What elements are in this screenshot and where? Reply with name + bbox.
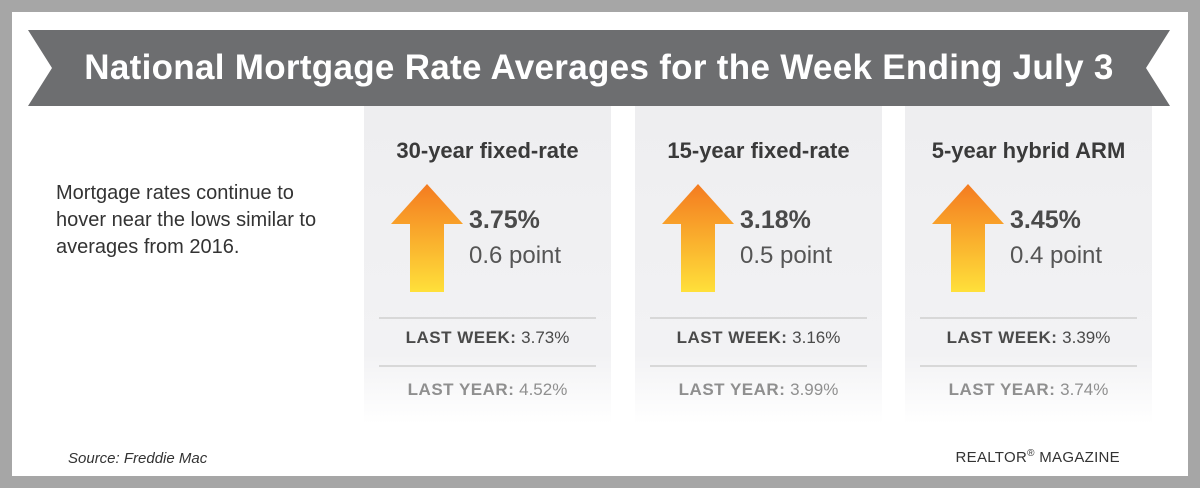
rate-card-15-year: 15-year fixed-rate 3.18% 0.5 point LAST … [635, 106, 882, 424]
last-week-value: 3.39% [1062, 328, 1111, 347]
rate-card-5-year-arm: 5-year hybrid ARM 3.45% 0.4 point LAST W… [905, 106, 1152, 424]
current-rate: 3.45% [1010, 206, 1081, 234]
last-week-value: 3.73% [521, 328, 570, 347]
banner-ribbon [28, 30, 1170, 106]
last-year-row: LAST YEAR: 3.99% [635, 380, 882, 400]
last-year-value: 3.74% [1060, 380, 1109, 399]
up-arrow-icon [662, 184, 734, 292]
last-year-value: 3.99% [790, 380, 839, 399]
up-arrow-icon [932, 184, 1004, 292]
card-title: 30-year fixed-rate [396, 138, 579, 163]
card-title: 5-year hybrid ARM [931, 138, 1126, 163]
divider [379, 317, 596, 319]
rate-card-30-year: 30-year fixed-rate 3.75% 0.6 point LAST … [364, 106, 611, 424]
divider [650, 317, 867, 319]
last-week-row: LAST WEEK: 3.16% [635, 328, 882, 348]
last-year-label: LAST YEAR: [407, 380, 515, 399]
last-week-label: LAST WEEK: [405, 328, 517, 347]
intro-text: Mortgage rates continue to hover near th… [56, 182, 317, 258]
last-week-value: 3.16% [792, 328, 841, 347]
current-rate: 3.18% [740, 206, 811, 234]
rate-change: 0.4 point [1010, 242, 1103, 269]
current-rate: 3.75% [469, 206, 540, 234]
last-year-row: LAST YEAR: 3.74% [905, 380, 1152, 400]
last-week-label: LAST WEEK: [676, 328, 788, 347]
brand-suffix: MAGAZINE [1039, 449, 1120, 466]
last-week-row: LAST WEEK: 3.73% [364, 328, 611, 348]
up-arrow-icon [391, 184, 463, 292]
publisher-brand: REALTOR® MAGAZINE [956, 448, 1120, 466]
divider [920, 317, 1137, 319]
registered-mark: ® [1027, 448, 1035, 459]
source-credit: Source: Freddie Mac [68, 450, 208, 467]
last-week-row: LAST WEEK: 3.39% [905, 328, 1152, 348]
card-title: 15-year fixed-rate [667, 138, 850, 163]
last-year-label: LAST YEAR: [948, 380, 1056, 399]
title-banner: National Mortgage Rate Averages for the … [28, 30, 1170, 106]
page-title: National Mortgage Rate Averages for the … [84, 48, 1114, 87]
divider [650, 365, 867, 367]
last-year-row: LAST YEAR: 4.52% [364, 380, 611, 400]
rate-change: 0.5 point [740, 242, 833, 269]
divider [920, 365, 1137, 367]
brand-name: REALTOR [955, 449, 1028, 466]
last-year-label: LAST YEAR: [678, 380, 786, 399]
last-week-label: LAST WEEK: [946, 328, 1058, 347]
last-year-value: 4.52% [519, 380, 568, 399]
rate-change: 0.6 point [469, 242, 562, 269]
divider [379, 365, 596, 367]
